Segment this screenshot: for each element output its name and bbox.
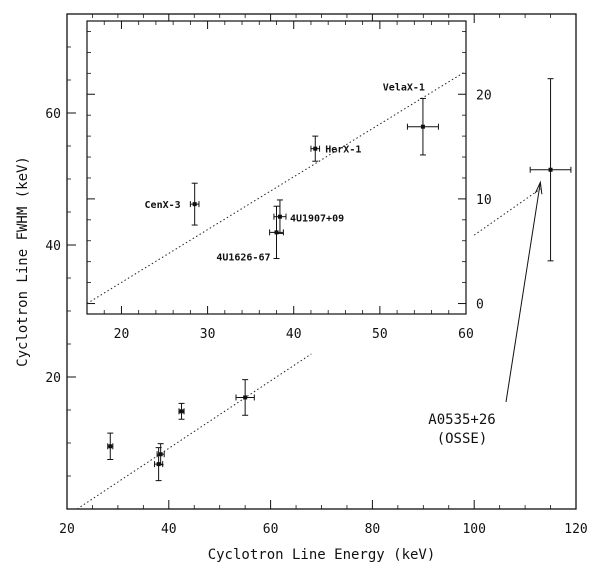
inset-data-point-marker (313, 146, 318, 151)
inset-x-tick-label: 40 (286, 327, 302, 342)
main-y-axis-title: Cyclotron Line FWHM (keV) (15, 156, 31, 367)
main-x-tick-label: 120 (564, 522, 587, 537)
main-data-point-marker (179, 409, 184, 414)
main-x-tick-label: 60 (263, 522, 279, 537)
annotation-arrow-shaft (505, 182, 541, 403)
inset-y-tick-label: 0 (476, 298, 484, 313)
annotation-arrow-head (534, 180, 543, 195)
main-fit-line (76, 353, 312, 510)
inset-data-point (269, 205, 284, 260)
main-x-tick-label: 100 (462, 522, 485, 537)
inset-y-tick-label: 20 (476, 88, 492, 103)
main-data-point (154, 447, 164, 482)
main-y-tick-label: 20 (45, 371, 61, 386)
inset-x-tick-label: 20 (114, 327, 130, 342)
inset-x-tick-label: 30 (200, 327, 216, 342)
inset-data-point (310, 135, 321, 162)
main-x-tick-label: 40 (161, 522, 177, 537)
main-data-point-marker (108, 444, 113, 449)
main-data-point (178, 402, 185, 420)
inset-data-point (273, 199, 287, 234)
main-x-tick-label: 80 (365, 522, 381, 537)
main-x-tick-label: 20 (59, 522, 75, 537)
inset-plot-frame (86, 20, 467, 315)
source-label-4: VelaX-1 (383, 83, 425, 94)
inset-y-tick-label: 10 (476, 193, 492, 208)
main-x-axis-title: Cyclotron Line Energy (keV) (208, 547, 436, 563)
main-data-point-marker (243, 395, 248, 400)
main-data-point (235, 379, 255, 416)
main-y-tick-label: 60 (45, 107, 61, 122)
inset-x-tick-label: 50 (372, 327, 388, 342)
annotation-label-line: A0535+26 (428, 412, 495, 428)
main-data-point-marker (548, 167, 553, 172)
main-fit-line-extension (473, 188, 541, 236)
source-label-3: HerX-1 (325, 145, 361, 156)
inset-data-point-marker (420, 124, 425, 129)
main-y-tick-label: 40 (45, 239, 61, 254)
inset-data-point-marker (274, 230, 279, 235)
inset-data-point (189, 182, 200, 226)
source-label-2: 4U1907+09 (290, 214, 344, 225)
main-data-point-marker (158, 452, 163, 457)
source-label-1: 4U1626-67 (216, 252, 270, 263)
main-data-point (529, 78, 572, 262)
main-data-point (107, 432, 114, 460)
inset-data-point-marker (277, 214, 282, 219)
main-data-point-marker (156, 462, 161, 467)
source-label-0: CenX-3 (145, 200, 181, 211)
annotation-label-line: (OSSE) (437, 431, 488, 447)
inset-x-tick-label: 60 (458, 327, 474, 342)
inset-data-point-marker (192, 202, 197, 207)
main-data-point (156, 443, 165, 466)
inset-data-point (406, 97, 439, 156)
